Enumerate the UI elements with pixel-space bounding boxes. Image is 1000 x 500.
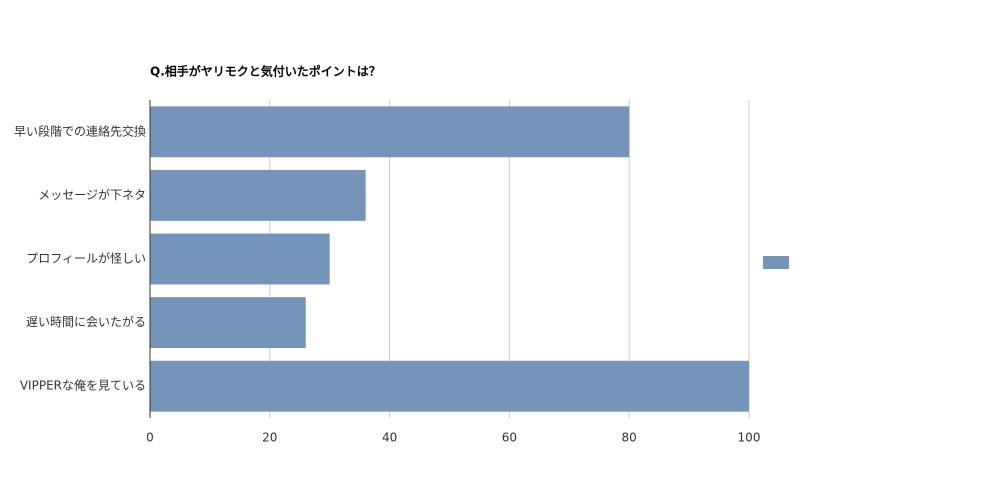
bar [150, 360, 749, 412]
bar [150, 169, 366, 221]
y-tick-label: メッセージが下ネタ [38, 187, 146, 202]
y-tick-label: 遅い時間に会いたがる [26, 314, 146, 329]
x-tick-label: 0 [146, 431, 154, 445]
y-tick-label: VIPPERな俺を見ている [20, 379, 146, 393]
legend-swatch [763, 256, 789, 269]
x-tick-label: 60 [502, 431, 517, 445]
chart-title: Q.相手がヤリモクと気付いたポイントは？ [150, 64, 381, 79]
y-tick-label: プロフィールが怪しい [26, 251, 146, 266]
bar [150, 106, 630, 158]
x-tick-label: 80 [622, 431, 637, 445]
x-tick-label: 40 [382, 431, 397, 445]
bar [150, 233, 330, 285]
x-tick-label: 20 [262, 431, 277, 445]
x-tick-label: 100 [738, 431, 761, 445]
y-tick-label: 早い段階での連絡先交換 [14, 123, 146, 138]
bar [150, 297, 306, 349]
